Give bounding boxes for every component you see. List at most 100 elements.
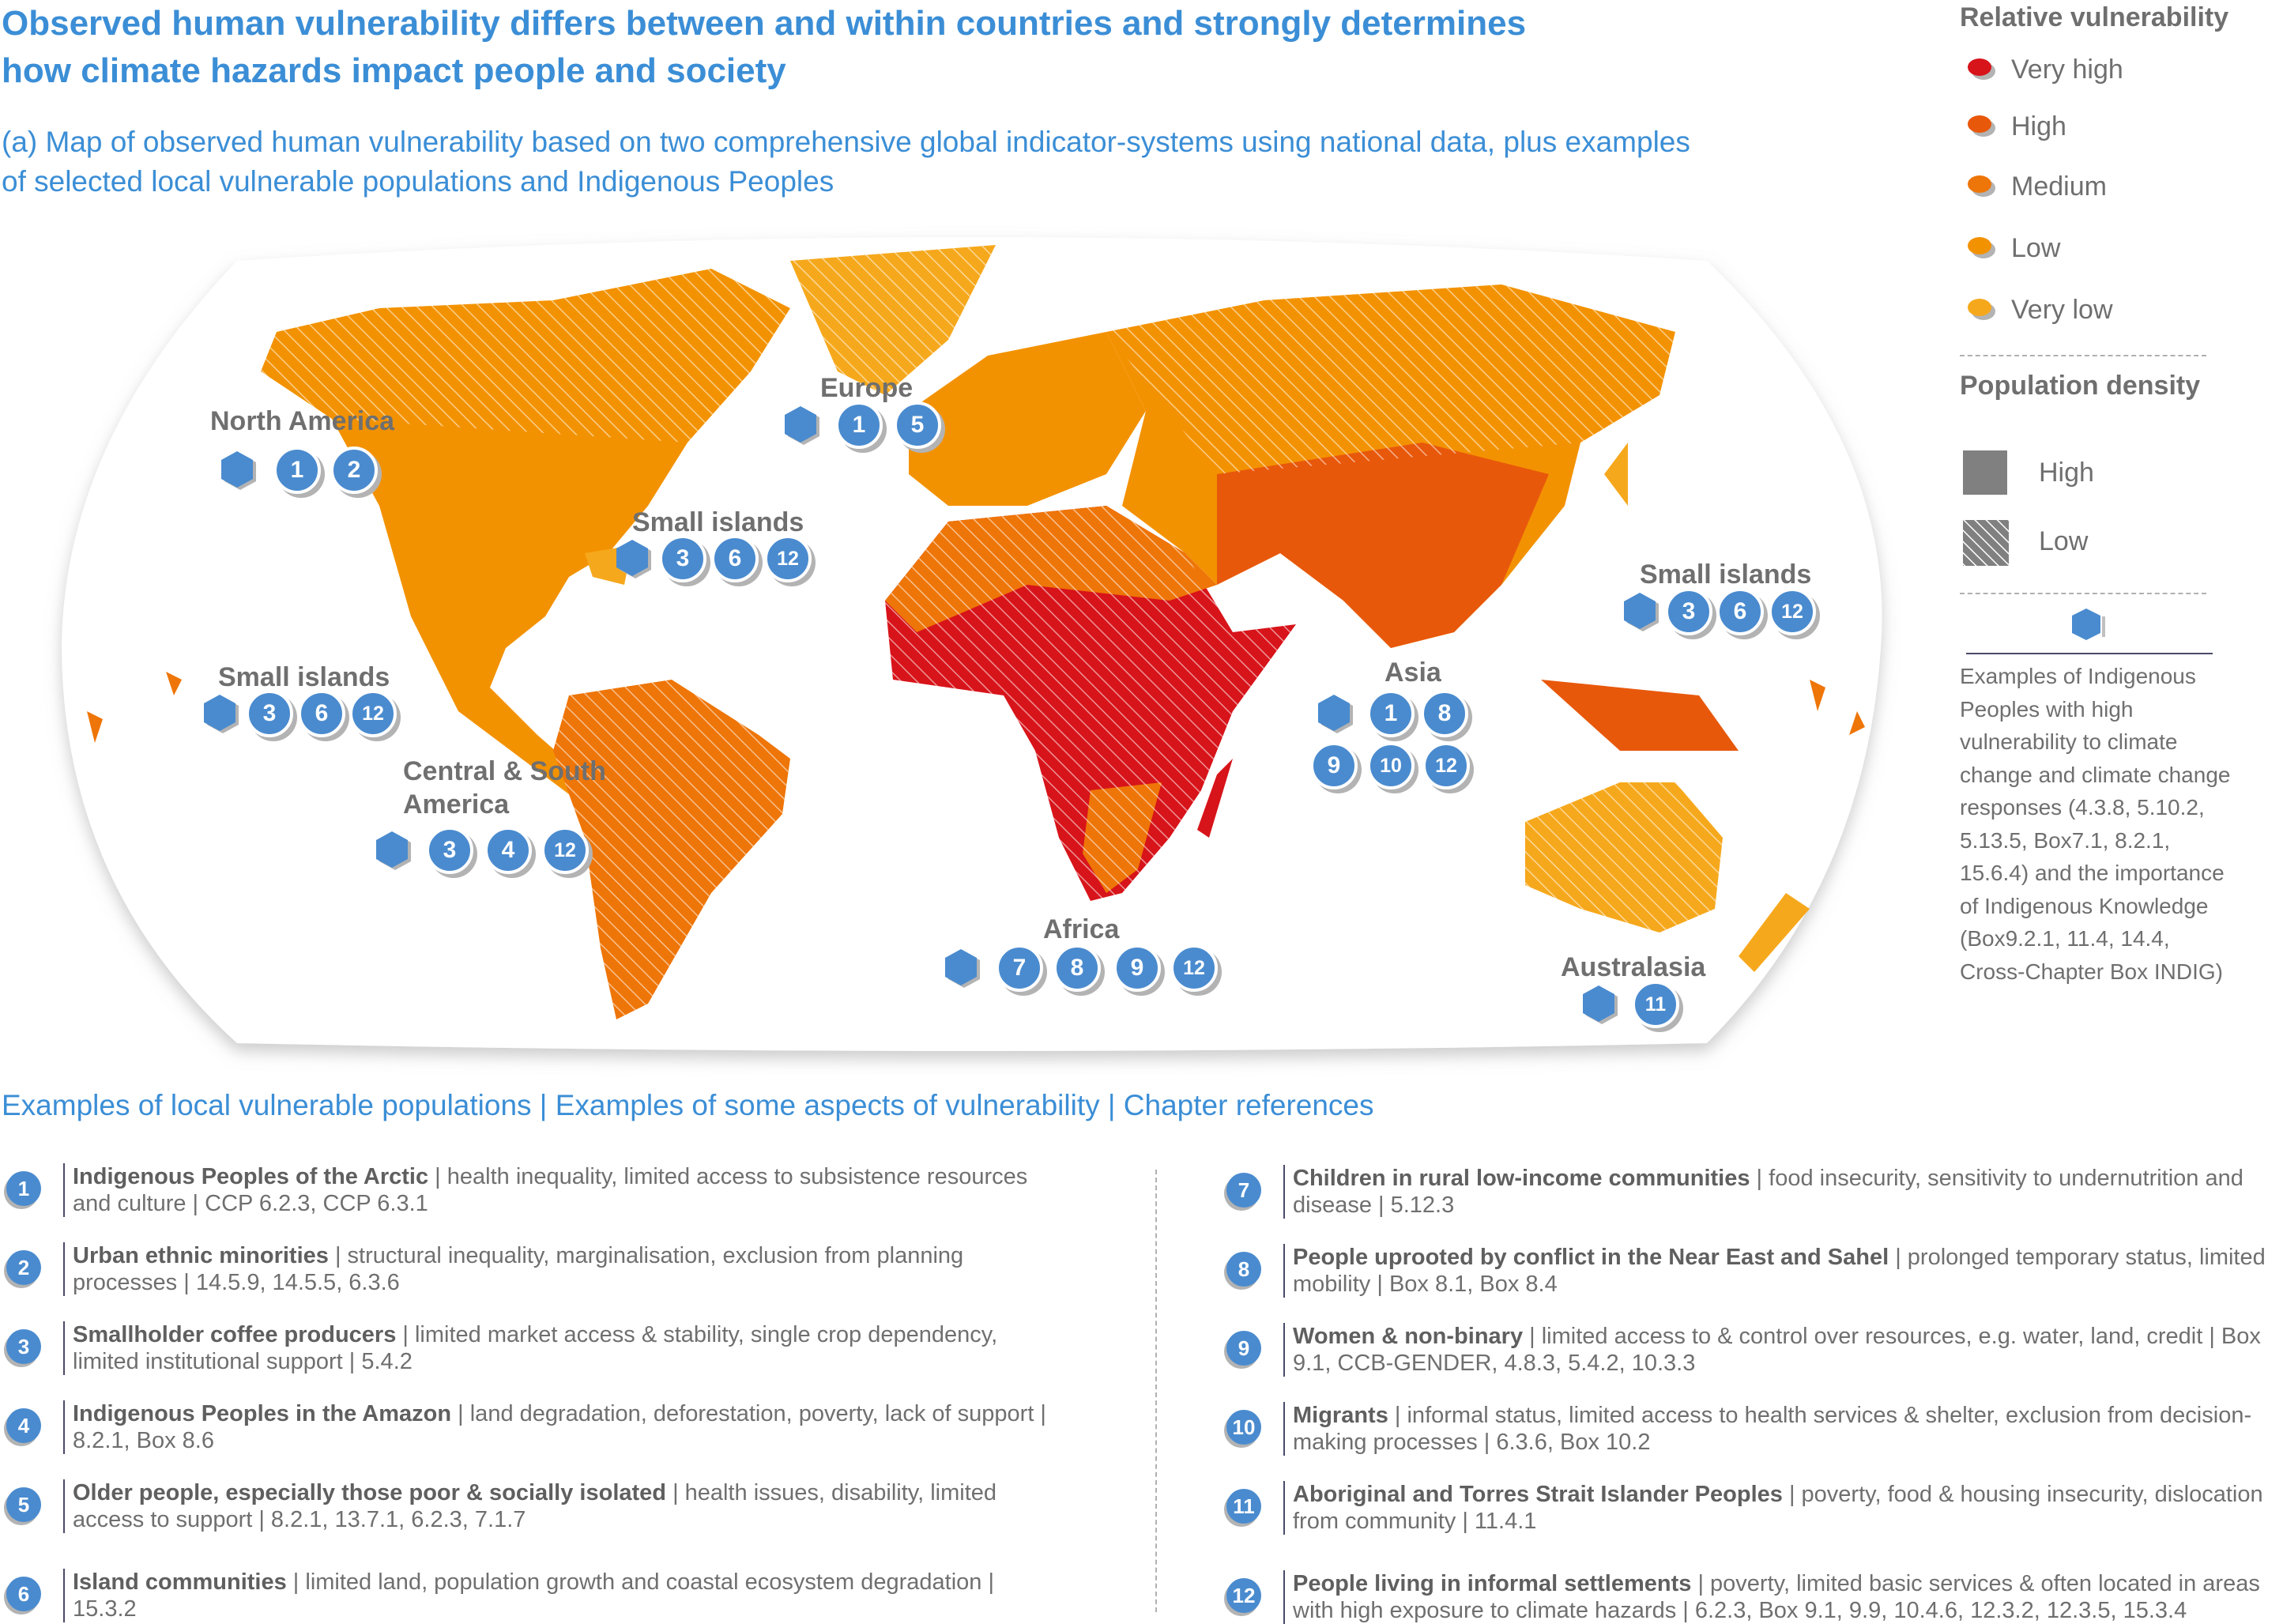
legend-label: Very high [2011,55,2123,85]
population-marker: 1 [835,401,883,449]
item-text: Smallholder coffee producers | limited m… [63,1321,1061,1375]
item-detail: | informal status, limited access to hea… [1293,1403,2252,1455]
item-population-name: People uprooted by conflict in the Near … [1293,1245,1889,1270]
item-text: Urban ethnic minorities | structural ine… [63,1242,1061,1296]
indigenous-hexagon-icon [1621,590,1659,633]
item-text: Indigenous Peoples in the Amazon | land … [63,1400,1061,1454]
high-swatch [1968,115,1991,133]
population-marker: 9 [1113,944,1161,992]
region-label: Asia [1384,658,1441,688]
population-marker: 12 [541,827,589,874]
high-density-swatch [1963,450,2007,495]
population-marker: 1 [273,447,321,494]
item-text: Migrants | informal status, limited acce… [1283,1402,2281,1456]
region-label: Central & South America [403,756,606,820]
column-divider [1155,1170,1157,1612]
region-label: Small islands [218,662,390,692]
item-number-badge: 1 [6,1171,41,1206]
item-detail: | limited market access & stability, sin… [73,1322,998,1374]
population-marker: 3 [659,535,706,582]
indigenous-hexagon-icon [942,947,980,989]
item-population-name: Migrants [1293,1403,1388,1428]
item-number-badge: 7 [1226,1173,1261,1208]
hexagon-icon [2072,609,2105,640]
legend-density-high: High [2039,458,2094,488]
legend-divider [1960,593,2206,594]
indigenous-hexagon-icon [1315,692,1353,735]
region-label: Europe [820,373,914,403]
item-text: Island communities | limited land, popul… [63,1569,1061,1622]
item-population-name: Children in rural low-income communities [1293,1166,1750,1191]
madagascar [1197,759,1233,838]
item-text: Women & non-binary | limited access to &… [1283,1323,2281,1377]
low-density-hatching [261,245,1723,1019]
population-marker: 11 [1632,981,1679,1028]
population-marker: 6 [298,690,345,737]
very-high-swatch [1968,58,1991,76]
population-marker: 12 [764,535,812,582]
southeast-asia-islands [1541,680,1739,751]
item-population-name: Urban ethnic minorities [73,1243,329,1268]
indigenous-hexagon-icon [782,404,819,447]
legend-density-low: Low [2039,526,2089,556]
south-asia [1217,443,1549,648]
legend-divider [1960,355,2206,356]
legend-label: Medium [2011,171,2107,202]
item-detail: | poverty, food & housing insecurity, di… [1293,1482,2263,1534]
item-text: Indigenous Peoples of the Arctic | healt… [63,1163,1061,1217]
legend-label: High [2011,111,2066,141]
item-number-badge: 5 [6,1487,41,1522]
figure-title: Observed human vulnerability differs bet… [2,4,1527,90]
low-swatch [1968,237,1991,254]
item-number-badge: 12 [1226,1578,1261,1613]
indigenous-hexagon-icon [1580,983,1618,1026]
population-marker: 8 [1421,690,1468,737]
item-number-badge: 4 [6,1408,41,1443]
item-number-badge: 6 [6,1577,41,1611]
item-detail: | food insecurity, sensitivity to undern… [1293,1166,2243,1218]
item-detail: | health issues, disability, limited acc… [73,1480,997,1532]
item-population-name: Indigenous Peoples of the Arctic [73,1164,429,1189]
population-marker: 12 [1422,742,1470,789]
item-detail: | limited access to & control over resou… [1293,1324,2261,1376]
population-marker: 7 [996,944,1043,992]
legend-label: Very low [2011,295,2113,325]
indigenous-hexagon-icon [373,829,411,872]
japan [1604,443,1628,506]
item-number-badge: 2 [6,1250,41,1285]
population-marker: 6 [711,535,759,582]
population-marker: 12 [1170,944,1218,992]
indigenous-hexagon-icon [218,449,256,492]
population-marker: 5 [894,401,941,449]
item-number-badge: 10 [1226,1410,1261,1445]
legend-indigenous-description: Examples of Indigenous Peoples with high… [1960,664,2231,984]
region-label: Small islands [632,507,804,537]
item-number-badge: 3 [6,1329,41,1364]
item-detail: | land degradation, deforestation, pover… [73,1401,1046,1453]
new-zealand [1739,893,1810,972]
population-marker: 6 [1716,588,1764,635]
item-detail: | prolonged temporary status, limited mo… [1293,1245,2266,1297]
region-label: Australasia [1561,952,1706,982]
region-label: Africa [1043,914,1120,944]
legend-label: Low [2011,233,2061,263]
item-detail: | health inequality, limited access to s… [73,1164,1028,1216]
indigenous-hexagon-icon [201,692,239,735]
item-population-name: Women & non-binary [1293,1324,1524,1349]
item-population-name: People living in informal settlements [1293,1571,1692,1596]
population-marker: 12 [1769,588,1816,635]
item-detail: | limited land, population growth and co… [73,1569,994,1622]
item-population-name: Island communities [73,1569,287,1595]
item-number-badge: 11 [1226,1489,1261,1524]
europe [909,332,1146,506]
population-marker: 12 [349,690,397,737]
item-population-name: Smallholder coffee producers [73,1322,397,1347]
very-low-swatch [1968,299,1991,316]
population-marker: 3 [1665,588,1712,635]
region-label: Small islands [1640,560,1812,590]
item-text: People uprooted by conflict in the Near … [1283,1244,2281,1298]
item-population-name: Indigenous Peoples in the Amazon [73,1401,452,1426]
indigenous-hexagon-icon [613,537,651,580]
item-number-badge: 8 [1226,1252,1261,1287]
population-marker: 3 [246,690,293,737]
